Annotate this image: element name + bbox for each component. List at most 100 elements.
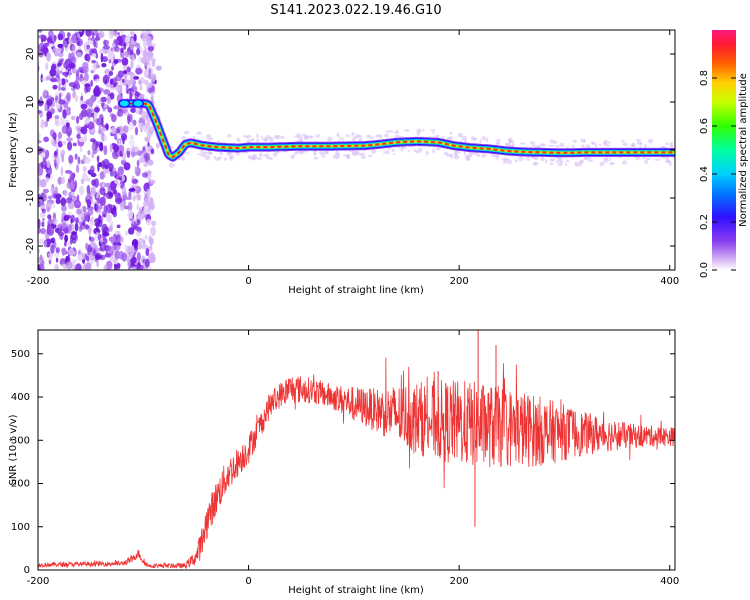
noise-blob <box>76 133 81 139</box>
noise-blob <box>80 95 84 102</box>
ridge-halo-speck <box>449 131 453 135</box>
ridge-halo-speck <box>504 157 510 162</box>
ridge-halo-speck <box>204 155 211 160</box>
ridge-halo-speck <box>467 157 470 162</box>
noise-blob <box>95 202 99 212</box>
ridge-halo-speck <box>404 129 410 132</box>
noise-blob <box>84 158 92 163</box>
snr-line <box>38 357 675 570</box>
x-tick-label: 200 <box>450 576 469 587</box>
noise-blob <box>96 147 100 152</box>
noise-blob <box>68 154 74 164</box>
noise-blob <box>74 82 78 89</box>
noise-blob <box>96 155 100 163</box>
ridge-halo-speck <box>533 157 539 161</box>
noise-blob <box>130 265 138 270</box>
colorbar-ticks: 0.0 0.2 0.4 0.6 0.8 <box>699 70 736 278</box>
noise-blob <box>60 65 65 72</box>
noise-blob <box>77 33 80 39</box>
ridge-halo-speck <box>260 136 263 140</box>
noise-blob <box>102 167 110 174</box>
noise-blob <box>134 165 137 173</box>
noise-blob <box>109 92 115 100</box>
noise-blob <box>108 58 112 64</box>
noise-blob <box>133 33 137 42</box>
noise-blob <box>114 192 121 198</box>
noise-blob <box>133 242 139 251</box>
noise-blob <box>114 179 120 185</box>
noise-blob <box>77 212 85 223</box>
x-tick-label: -200 <box>27 276 50 287</box>
ridge-halo-speck <box>502 160 506 164</box>
ridge-halo-speck <box>564 162 568 167</box>
noise-blob <box>54 263 59 270</box>
ridge-halo-speck <box>552 140 558 144</box>
noise-blob <box>123 73 128 79</box>
ridge-halo-speck <box>559 142 565 148</box>
noise-blob <box>119 150 123 157</box>
noise-blob <box>144 121 151 130</box>
noise-blob <box>127 210 133 220</box>
noise-blob <box>77 156 81 165</box>
noise-blob <box>87 208 94 216</box>
colorbar: 0.0 0.2 0.4 0.6 0.8 Normalized spectral ampl… <box>699 30 749 278</box>
ridge-halo-speck <box>603 142 608 145</box>
noise-blob <box>51 138 56 147</box>
noise-blob <box>100 52 104 63</box>
noise-blob <box>150 251 154 260</box>
noise-blob <box>90 79 93 87</box>
ridge-halo-speck <box>432 148 435 154</box>
ridge-halo-speck <box>213 155 217 159</box>
noise-blob <box>138 77 145 85</box>
noise-blob <box>95 120 102 126</box>
noise-blob <box>52 193 60 200</box>
y-tick-label: -10 <box>25 190 36 206</box>
noise-blob <box>121 252 128 262</box>
ridge-halo-speck <box>315 134 318 138</box>
noise-blob <box>100 160 105 169</box>
noise-blob <box>90 241 96 248</box>
noise-blob <box>128 139 136 147</box>
y-tick-label: 0 <box>24 565 30 576</box>
noise-blob <box>61 176 65 184</box>
ridge-halo-speck <box>446 137 451 141</box>
ridge-halo-speck <box>274 135 277 138</box>
ridge-halo-speck <box>327 136 333 142</box>
noise-blob <box>137 213 145 221</box>
noise-blob <box>58 78 63 85</box>
spectrogram-plot-area <box>38 30 675 270</box>
ridge-halo-speck <box>665 159 670 164</box>
snr-x-label: Height of straight line (km) <box>288 585 424 596</box>
ridge-halo-speck <box>580 138 586 143</box>
noise-blob <box>101 223 108 234</box>
noise-blob <box>100 127 107 132</box>
noise-blob <box>40 205 46 209</box>
noise-blob <box>86 192 90 200</box>
noise-blob <box>128 227 135 235</box>
ridge-halo-speck <box>591 142 595 145</box>
ridge-halo-speck <box>345 134 350 137</box>
ridge-halo-speck <box>313 156 319 160</box>
noise-blob <box>150 73 157 82</box>
noise-blob <box>110 31 116 36</box>
noise-blob <box>56 70 63 74</box>
noise-blob <box>144 79 149 86</box>
noise-blob <box>64 234 68 243</box>
ridge-halo-speck <box>453 152 457 155</box>
noise-blob <box>79 147 83 152</box>
ridge-halo-speck <box>351 132 355 136</box>
ridge-halo-speck <box>256 138 259 143</box>
ridge-halo-speck <box>352 151 357 157</box>
noise-blob <box>60 197 67 207</box>
ridge-halo-speck <box>248 155 252 159</box>
ridge-halo-speck <box>565 160 570 163</box>
noise-blob <box>60 78 66 86</box>
ridge-halo-speck <box>335 150 340 156</box>
y-tick-label: 0 <box>25 147 36 153</box>
snr-plot-area <box>38 330 675 570</box>
y-tick-label: 300 <box>11 435 30 446</box>
noise-blob <box>131 178 139 184</box>
ridge-halo-speck <box>475 151 479 156</box>
y-tick-label: -20 <box>25 238 36 254</box>
ridge-halo-speck <box>622 162 627 165</box>
